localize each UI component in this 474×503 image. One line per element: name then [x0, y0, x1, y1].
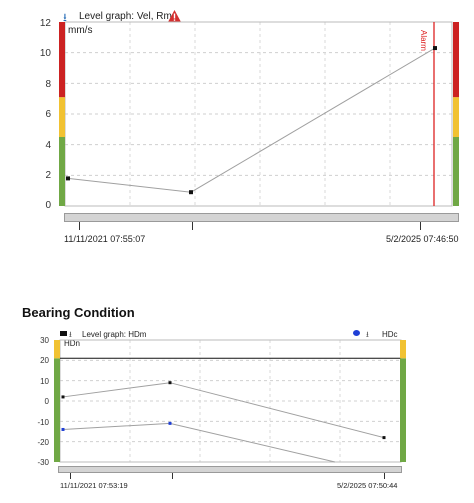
y-tick: 30 [40, 336, 49, 345]
chart-header: Level graph: Vel, Rms [79, 11, 177, 22]
alarm-label: Alarm [419, 30, 428, 51]
vel-rms-chart: ⭳ Level graph: Vel, Rms mm/s 12 10 8 6 4… [0, 0, 474, 250]
series-line [62, 422, 336, 463]
graph-icon[interactable]: ⭳ [69, 330, 72, 339]
level-band [59, 97, 65, 137]
data-point [433, 46, 437, 51]
x-end-label: 5/2/2025 07:50:44 [337, 481, 398, 490]
level-band [400, 340, 406, 359]
y-tick: 10 [40, 377, 49, 386]
time-scrollbar[interactable] [58, 466, 402, 473]
data-point [61, 427, 65, 431]
y-tick: 8 [45, 79, 51, 90]
level-band [59, 137, 65, 206]
level-band [59, 22, 65, 98]
data-point [61, 395, 65, 399]
level-band [54, 340, 60, 359]
y-tick: 4 [45, 140, 51, 151]
graph-icon[interactable]: ⭳ [63, 12, 67, 24]
series-line [67, 47, 436, 193]
time-scrollbar[interactable] [64, 213, 459, 222]
y-tick: -30 [37, 458, 49, 467]
chart-header-right: HDc [382, 330, 398, 339]
x-end-label: 5/2/2025 07:46:50 [386, 234, 459, 244]
chart-plot[interactable] [0, 296, 474, 503]
bearing-condition-section: Bearing Condition ⭳ Level graph: HDm HDn… [0, 296, 474, 503]
y-tick: 0 [45, 200, 51, 211]
data-point [168, 421, 172, 425]
y-tick: 20 [40, 356, 49, 365]
x-start-label: 11/11/2021 07:53:19 [60, 481, 128, 490]
y-tick: 12 [39, 18, 51, 29]
data-point [66, 176, 70, 181]
y-tick: 0 [44, 397, 49, 406]
x-tick-mark [172, 473, 173, 479]
series-line [62, 382, 385, 439]
chart-header: Level graph: HDm [82, 330, 147, 339]
level-band [453, 22, 459, 98]
legend-dot-icon [353, 330, 360, 336]
level-band [453, 137, 459, 206]
level-band [453, 97, 459, 137]
graph-icon[interactable]: ⭳ [366, 330, 369, 339]
series-label: HDn [64, 339, 81, 348]
legend-square-icon [60, 331, 67, 336]
level-band [400, 358, 406, 462]
unit-label: mm/s [68, 25, 93, 36]
x-tick-mark [420, 222, 421, 230]
warning-icon[interactable] [168, 9, 181, 27]
y-tick: 10 [39, 48, 51, 59]
y-tick: -10 [37, 418, 49, 427]
data-point [382, 436, 386, 440]
x-tick-mark [192, 222, 193, 230]
x-tick-mark [79, 222, 80, 230]
y-tick: 2 [45, 170, 51, 181]
section-title: Bearing Condition [22, 305, 135, 320]
data-point [168, 381, 172, 385]
x-start-label: 11/11/2021 07:55:07 [64, 234, 146, 244]
level-band [54, 358, 60, 462]
chart-plot[interactable] [0, 0, 474, 250]
y-tick: -20 [37, 438, 49, 447]
y-tick: 6 [45, 109, 51, 120]
data-point [189, 190, 193, 195]
x-tick-mark [70, 473, 71, 479]
x-tick-mark [384, 473, 385, 479]
